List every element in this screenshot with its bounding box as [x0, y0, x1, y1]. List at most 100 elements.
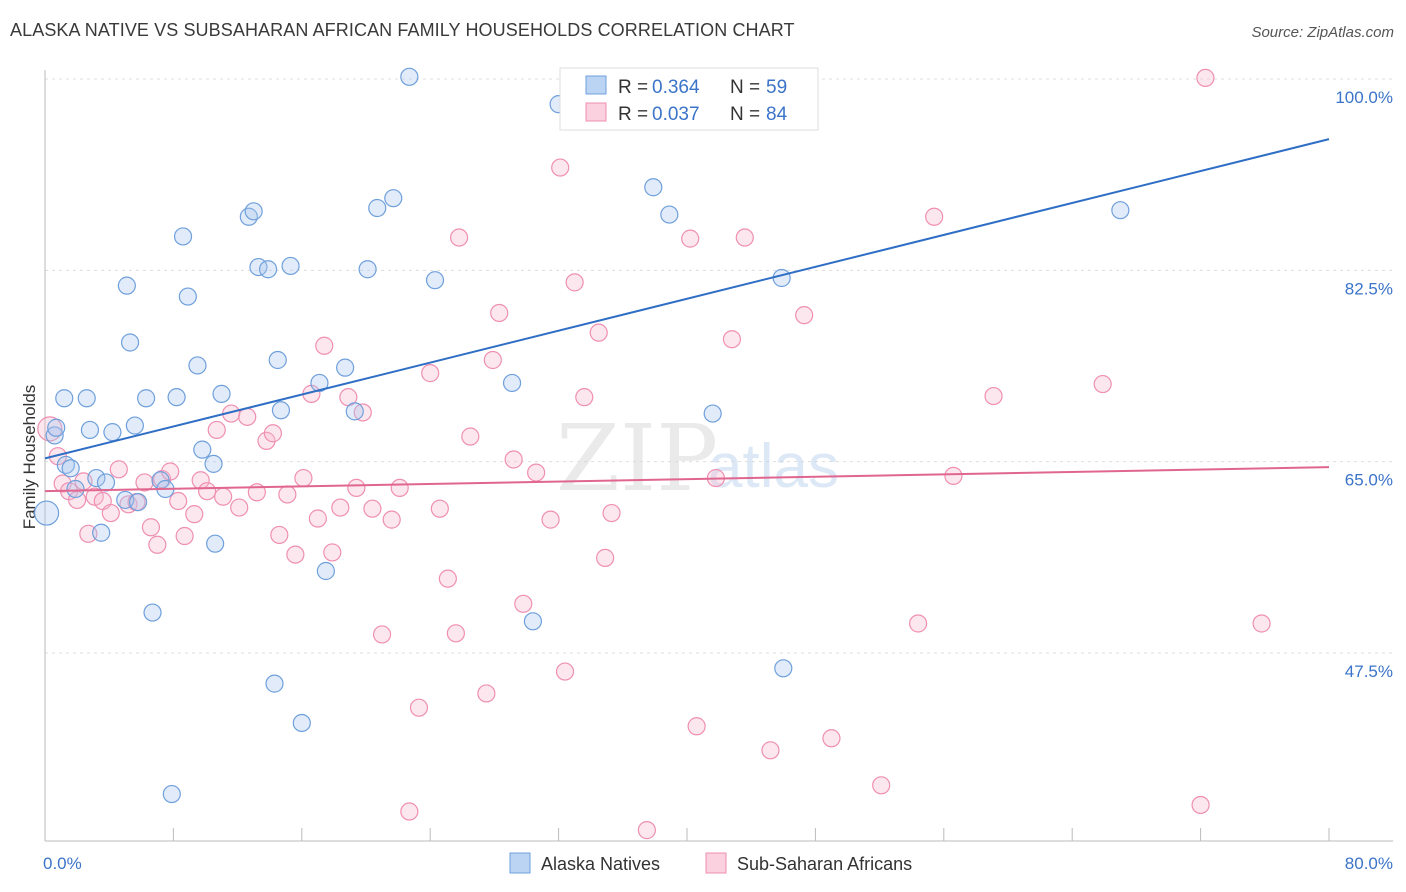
- alaska-native-point: [345, 402, 364, 421]
- series-legend: Alaska Natives Sub-Saharan Africans: [509, 852, 912, 874]
- alaska-native-point: [77, 389, 96, 408]
- sub-saharan-point: [421, 364, 440, 383]
- x-tick-label-max: 80.0%: [1345, 854, 1393, 873]
- sub-saharan-point: [925, 207, 944, 226]
- sub-saharan-point: [390, 478, 409, 498]
- sub-saharan-point: [315, 336, 334, 355]
- alaska-native-point: [268, 350, 287, 370]
- sub-saharan-point: [347, 478, 366, 498]
- sub-saharan-point: [438, 569, 457, 588]
- alaska-native-point: [774, 659, 793, 678]
- chart-title: ALASKA NATIVE VS SUBSAHARAN AFRICAN FAMI…: [10, 20, 795, 40]
- sub-saharan-point: [101, 503, 120, 523]
- y-tick-label: 82.5%: [1345, 279, 1393, 298]
- legend-r-label-blue: R =: [618, 77, 648, 98]
- y-tick-label: 100.0%: [1335, 88, 1393, 107]
- sub-saharan-point: [109, 460, 128, 479]
- sub-saharan-point: [944, 466, 963, 485]
- stats-legend: R = 0.364 N = 59 R = 0.037 N = 84: [559, 67, 819, 131]
- sub-saharan-point: [446, 624, 465, 643]
- y-tick-label: 65.0%: [1345, 471, 1393, 490]
- alaska-native-point: [125, 416, 144, 435]
- alaska-native-point: [47, 418, 66, 437]
- alaska-native-point: [178, 287, 197, 306]
- y-tick-labels: 100.0% 82.5% 65.0% 47.5%: [1335, 88, 1393, 681]
- alaska-native-point: [173, 227, 193, 246]
- alaska-native-point: [143, 603, 162, 622]
- alaska-native-point: [660, 205, 679, 224]
- alaska-native-point: [258, 260, 278, 279]
- alaska-native-point: [772, 268, 791, 288]
- sub-saharan-point: [169, 491, 188, 511]
- alaska-native-point: [204, 454, 223, 473]
- sub-saharan-point: [214, 487, 233, 506]
- alaska-native-point: [400, 67, 419, 86]
- alaska-native-point: [128, 493, 148, 512]
- sub-saharan-point: [555, 662, 575, 681]
- sub-saharan-point: [331, 498, 350, 517]
- legend-r-label-pink: R =: [618, 104, 648, 125]
- alaska-native-point: [384, 189, 403, 208]
- alaska-native-point: [265, 674, 284, 693]
- alaska-native-point: [1111, 201, 1130, 220]
- alaska-native-point: [368, 198, 387, 218]
- sub-saharan-point: [575, 388, 594, 407]
- sub-saharan-point: [822, 729, 841, 748]
- sub-saharan-point: [207, 420, 226, 440]
- alaska-native-trend-line: [44, 138, 1330, 460]
- sub-saharan-point: [795, 306, 814, 325]
- sub-saharan-point: [198, 482, 217, 501]
- series-legend-swatch-subsaharan: [705, 852, 727, 874]
- sub-saharan-point: [541, 510, 560, 529]
- sub-saharan-point: [382, 510, 401, 529]
- sub-saharan-point: [984, 386, 1003, 406]
- legend-n-label-pink: N =: [730, 104, 760, 125]
- sub-saharan-point: [490, 303, 509, 323]
- source-label: Source: ZipAtlas.com: [1251, 24, 1394, 41]
- sub-saharan-point: [430, 499, 449, 518]
- alaska-native-point: [212, 384, 231, 403]
- alaska-native-point: [336, 358, 355, 377]
- watermark-atlas: atlas: [708, 432, 839, 501]
- legend-n-value-pink: 84: [766, 104, 788, 125]
- alaska-native-point: [239, 207, 258, 226]
- alaska-native-point: [281, 256, 300, 276]
- alaska-native-point: [56, 455, 75, 475]
- sub-saharan-point: [602, 503, 621, 523]
- sub-saharan-point: [449, 228, 469, 247]
- alaska-native-point: [188, 356, 207, 375]
- sub-saharan-point: [514, 594, 533, 613]
- sub-saharan-point: [589, 323, 608, 342]
- sub-saharan-point: [1252, 614, 1271, 633]
- legend-swatch-blue: [585, 75, 607, 95]
- sub-saharan-point: [363, 499, 382, 518]
- alaska-native-point: [80, 420, 100, 440]
- sub-saharan-point: [1191, 795, 1210, 815]
- alaska-native-point: [244, 202, 263, 221]
- sub-saharan-point: [270, 525, 289, 545]
- sub-saharan-point: [551, 158, 570, 177]
- sub-saharan-point: [175, 526, 194, 546]
- sub-saharan-point: [286, 545, 305, 564]
- gridlines: [45, 78, 1393, 654]
- sub-saharan-point: [761, 741, 780, 760]
- alaska-native-point: [92, 523, 111, 542]
- sub-saharan-point: [135, 473, 154, 492]
- sub-saharan-point: [79, 524, 98, 543]
- alaska-native-point: [358, 260, 377, 279]
- y-axis-title: Family Households: [20, 385, 39, 530]
- series-legend-label-subsaharan: Sub-Saharan Africans: [737, 854, 912, 874]
- alaska-native-point: [66, 479, 85, 499]
- alaska-native-point: [523, 612, 543, 631]
- series-legend-swatch-alaska: [509, 852, 531, 874]
- alaska-native-point: [162, 784, 181, 804]
- sub-saharan-point: [722, 330, 742, 349]
- sub-saharan-point: [872, 776, 891, 795]
- sub-saharan-point: [527, 463, 546, 482]
- legend-n-label-blue: N =: [730, 77, 760, 98]
- alaska-native-point: [96, 473, 116, 492]
- sub-saharan-point: [148, 535, 167, 554]
- sub-saharan-point: [681, 229, 700, 248]
- alaska-native-point: [206, 534, 225, 553]
